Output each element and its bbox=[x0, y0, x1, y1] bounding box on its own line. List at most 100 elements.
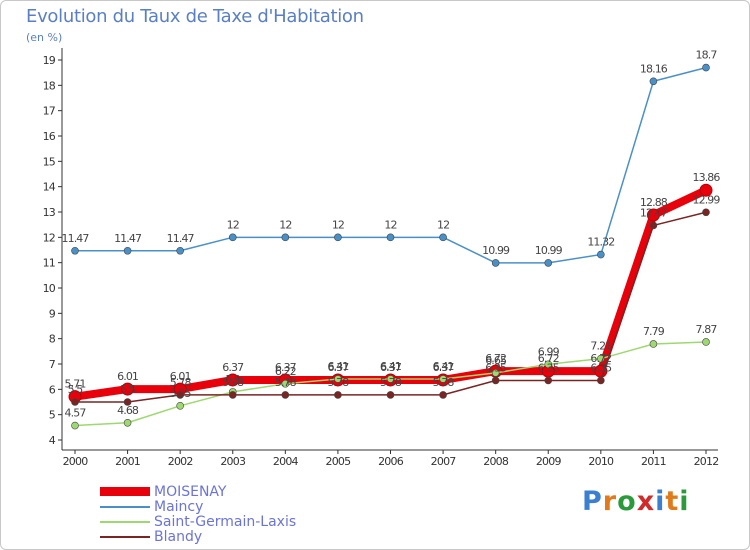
data-point-maincy bbox=[649, 77, 658, 86]
data-point-maincy bbox=[334, 233, 342, 242]
data-label-blandy: 5.78 bbox=[380, 376, 402, 389]
data-point-blandy bbox=[281, 391, 290, 399]
data-label-maincy: 18.7 bbox=[696, 49, 718, 62]
data-label-moisenay: 6.01 bbox=[170, 370, 191, 383]
data-label-moisenay: 6.72 bbox=[590, 352, 611, 365]
data-point-saint-germain-laxis bbox=[71, 421, 79, 430]
data-label-moisenay: 6.37 bbox=[327, 361, 349, 374]
data-label-moisenay: 6.37 bbox=[222, 361, 244, 374]
data-point-blandy bbox=[228, 391, 237, 399]
data-point-saint-germain-laxis bbox=[334, 375, 342, 383]
y-tick-label: 5 bbox=[49, 409, 56, 422]
legend-item: Saint-Germain-Laxis bbox=[100, 514, 296, 529]
data-point-maincy bbox=[176, 246, 184, 255]
y-tick-label: 11 bbox=[43, 257, 55, 270]
y-tick-label: 10 bbox=[43, 282, 56, 295]
data-label-saint-germain-laxis: 7.79 bbox=[643, 325, 665, 338]
y-tick-label: 16 bbox=[43, 130, 56, 143]
logo-letter: x bbox=[636, 486, 656, 517]
data-label-maincy: 11.47 bbox=[114, 232, 142, 245]
data-point-maincy bbox=[491, 259, 500, 267]
data-label-saint-germain-laxis: 5.9 bbox=[225, 373, 241, 386]
data-label-moisenay: 6.37 bbox=[380, 361, 402, 374]
data-label-maincy: 10.99 bbox=[535, 244, 563, 257]
data-point-saint-germain-laxis bbox=[649, 340, 658, 348]
legend-swatch bbox=[100, 505, 150, 508]
data-point-maincy bbox=[71, 246, 79, 255]
data-point-maincy bbox=[281, 233, 290, 242]
data-point-moisenay bbox=[121, 382, 135, 396]
y-tick-label: 14 bbox=[43, 181, 56, 194]
data-label-blandy: 6.35 bbox=[590, 361, 612, 374]
data-point-saint-germain-laxis bbox=[281, 379, 290, 388]
data-point-blandy bbox=[702, 208, 710, 217]
data-point-blandy bbox=[386, 391, 395, 399]
data-point-saint-germain-laxis bbox=[439, 375, 447, 383]
data-point-maincy bbox=[228, 233, 237, 242]
logo-letter: P bbox=[582, 486, 603, 517]
y-tick-label: 9 bbox=[49, 307, 56, 320]
data-label-maincy: 12 bbox=[437, 218, 449, 231]
data-point-blandy bbox=[176, 391, 184, 399]
data-label-blandy: 12.47 bbox=[640, 206, 668, 219]
data-label-blandy: 5.5 bbox=[68, 383, 84, 396]
data-point-blandy bbox=[491, 376, 500, 385]
x-tick-label: 2007 bbox=[431, 455, 457, 468]
data-point-blandy bbox=[597, 376, 605, 385]
data-point-maincy bbox=[386, 233, 395, 242]
data-point-blandy bbox=[123, 398, 132, 406]
data-point-maincy bbox=[439, 233, 447, 242]
data-label-moisenay: 12.88 bbox=[640, 196, 668, 209]
data-label-moisenay: 6.01 bbox=[117, 370, 138, 383]
y-tick-label: 12 bbox=[43, 231, 55, 244]
x-tick-label: 2008 bbox=[483, 455, 509, 468]
data-label-saint-germain-laxis: 6.65 bbox=[485, 354, 507, 367]
legend-item: Blandy bbox=[100, 529, 296, 544]
data-label-moisenay: 6.37 bbox=[275, 361, 297, 374]
data-label-blandy: 5.78 bbox=[222, 376, 244, 389]
data-point-maincy bbox=[702, 63, 710, 72]
data-label-maincy: 12 bbox=[384, 218, 396, 231]
data-label-blandy: 6.35 bbox=[485, 361, 507, 374]
x-tick-label: 2011 bbox=[641, 455, 666, 468]
data-label-blandy: 5.78 bbox=[170, 376, 192, 389]
y-tick-label: 7 bbox=[49, 358, 56, 371]
data-label-blandy: 5.78 bbox=[275, 376, 297, 389]
data-label-saint-germain-laxis: 6.41 bbox=[433, 360, 454, 373]
data-point-blandy bbox=[71, 398, 79, 406]
x-tick-label: 2002 bbox=[168, 455, 193, 468]
y-tick-label: 8 bbox=[49, 333, 56, 346]
data-label-saint-germain-laxis: 6.22 bbox=[275, 365, 296, 378]
data-label-maincy: 11.32 bbox=[587, 236, 614, 249]
legend-swatch bbox=[100, 520, 150, 523]
data-label-maincy: 18.16 bbox=[640, 62, 668, 75]
data-label-blandy: 12.99 bbox=[693, 193, 721, 206]
y-tick-label: 6 bbox=[49, 383, 56, 396]
data-label-blandy: 5.78 bbox=[433, 376, 455, 389]
x-tick-label: 2003 bbox=[220, 455, 246, 468]
data-label-maincy: 12 bbox=[279, 218, 291, 231]
y-tick-label: 17 bbox=[43, 105, 56, 118]
data-label-saint-germain-laxis: 4.57 bbox=[65, 407, 87, 420]
legend-swatch bbox=[100, 487, 150, 496]
data-label-saint-germain-laxis: 6.41 bbox=[380, 360, 401, 373]
logo-letter: i bbox=[655, 486, 666, 517]
data-label-saint-germain-laxis: 7.87 bbox=[696, 323, 718, 336]
x-tick-label: 2001 bbox=[115, 455, 140, 468]
proxiti-logo: Proxiti bbox=[582, 486, 690, 517]
data-label-blandy: 5.5 bbox=[120, 383, 136, 396]
logo-letter: t bbox=[665, 486, 680, 517]
data-label-moisenay: 6.72 bbox=[485, 352, 506, 365]
data-label-maincy: 11.47 bbox=[62, 232, 90, 245]
data-point-blandy bbox=[334, 391, 342, 399]
data-point-blandy bbox=[544, 376, 553, 385]
data-point-saint-germain-laxis bbox=[386, 375, 395, 383]
logo-letter: i bbox=[679, 486, 690, 517]
data-point-moisenay bbox=[699, 183, 713, 197]
y-tick-label: 18 bbox=[43, 79, 56, 92]
legend-label: MOISENAY bbox=[154, 483, 227, 500]
data-label-maincy: 12 bbox=[332, 218, 344, 231]
data-label-maincy: 11.47 bbox=[167, 232, 195, 245]
